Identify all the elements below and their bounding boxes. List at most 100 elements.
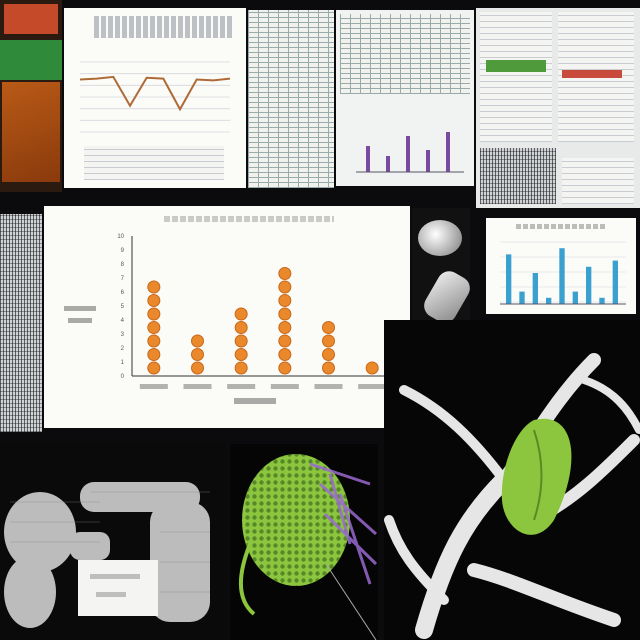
blue-bar [519,291,525,304]
pointer-line [325,563,377,640]
dashboard-bar [406,136,410,172]
coral-scan-tile [0,442,226,640]
coral-arm [70,532,110,560]
x-axis-title [234,398,276,404]
dot-point [234,348,248,361]
book-cover-tile [0,0,62,192]
dashboard-bar [426,150,430,172]
blue-bar-chart-heading [516,224,606,229]
green-leaf [501,418,572,535]
dashboard-bar [446,132,450,172]
dot-point [147,348,161,361]
y-tick-label: 6 [121,290,125,296]
x-tick-label [314,384,343,389]
y-tick-label: 1 [121,360,125,366]
branch [399,385,509,485]
y-tick-label: 9 [121,248,125,254]
book-cover-body [2,82,60,182]
y-axis-title [64,306,96,311]
blue-bar-chart-tile [486,218,636,314]
blue-bar [506,254,512,304]
coral-blob [4,492,76,572]
branch-structure-tile [384,320,640,640]
white-shell-shape [418,220,462,256]
y-tick-label: 10 [117,234,124,240]
dot-point [147,307,161,321]
dot-point [234,361,248,375]
dot-point [278,334,292,348]
blue-bar [612,260,618,304]
dot-point [234,307,248,321]
report-figure-2 [562,158,634,204]
dashboard-bar [386,156,390,172]
dot-point [278,307,292,321]
report-tile [476,8,640,208]
x-tick-label [227,384,256,389]
blue-bar [572,291,578,304]
dot-point [322,334,335,348]
y-tick-label: 2 [121,346,125,352]
dot-point [278,321,292,334]
spreadsheet-tile [248,10,334,188]
dot-point [147,321,161,334]
dot-point [147,294,161,307]
blue-bar [599,297,605,304]
blue-bar-chart-svg [500,241,626,305]
y-tick-label: 4 [121,318,125,324]
line-chart-notes [84,146,224,180]
coral-blob [4,556,56,628]
dot-point [278,267,292,280]
dot-point [278,361,292,375]
coral-label-box [78,560,158,616]
book-cover-top [4,4,58,34]
dot-point [191,361,204,375]
dashboard-table [340,14,470,94]
blue-bar [546,297,552,304]
y-axis-title [68,318,92,323]
dot-point [147,280,161,294]
dot-point [322,321,335,334]
x-tick-label [358,384,387,389]
book-cover-band [0,40,62,80]
dot-chart-title-blur [164,216,334,222]
dashboard-tile [336,10,474,186]
dot-point [278,348,292,361]
dashboard-bar [366,146,370,172]
dot-point [278,280,292,294]
x-tick-label [270,384,299,389]
dot-point [365,361,379,375]
branch [467,563,621,627]
dot-chart-svg: 0 1 2 3 4 5 6 7 8 9 10 [64,234,394,404]
blue-bar [532,273,538,304]
blue-bar [559,248,565,304]
dashboard-bars-svg [356,132,464,173]
dot-point [147,334,161,348]
green-tail [238,543,256,616]
dot-point [322,361,335,375]
y-tick-label: 5 [121,304,125,310]
branch [580,376,640,434]
report-green-bar [486,60,546,72]
dot-point [278,294,292,307]
line-series [79,75,231,112]
line-chart-tile [64,8,246,188]
green-cell-svg [238,454,378,640]
dot-point [322,348,335,361]
purple-network [309,462,378,585]
y-tick-label: 3 [121,332,125,338]
line-chart-svg [79,61,231,133]
branch [384,515,449,605]
coral-scan-svg [4,482,210,628]
x-tick-label [139,384,168,389]
texture-strip [0,214,42,432]
white-coral-shape [419,266,470,328]
dot-point [234,334,248,348]
report-figure [480,148,556,204]
line-chart-heading [94,16,234,38]
green-cell-tile [230,444,378,640]
y-tick-label: 0 [121,374,125,380]
x-tick-label [183,384,212,389]
dot-point [191,334,204,348]
branch-main [415,471,513,639]
y-tick-label: 8 [121,262,125,268]
